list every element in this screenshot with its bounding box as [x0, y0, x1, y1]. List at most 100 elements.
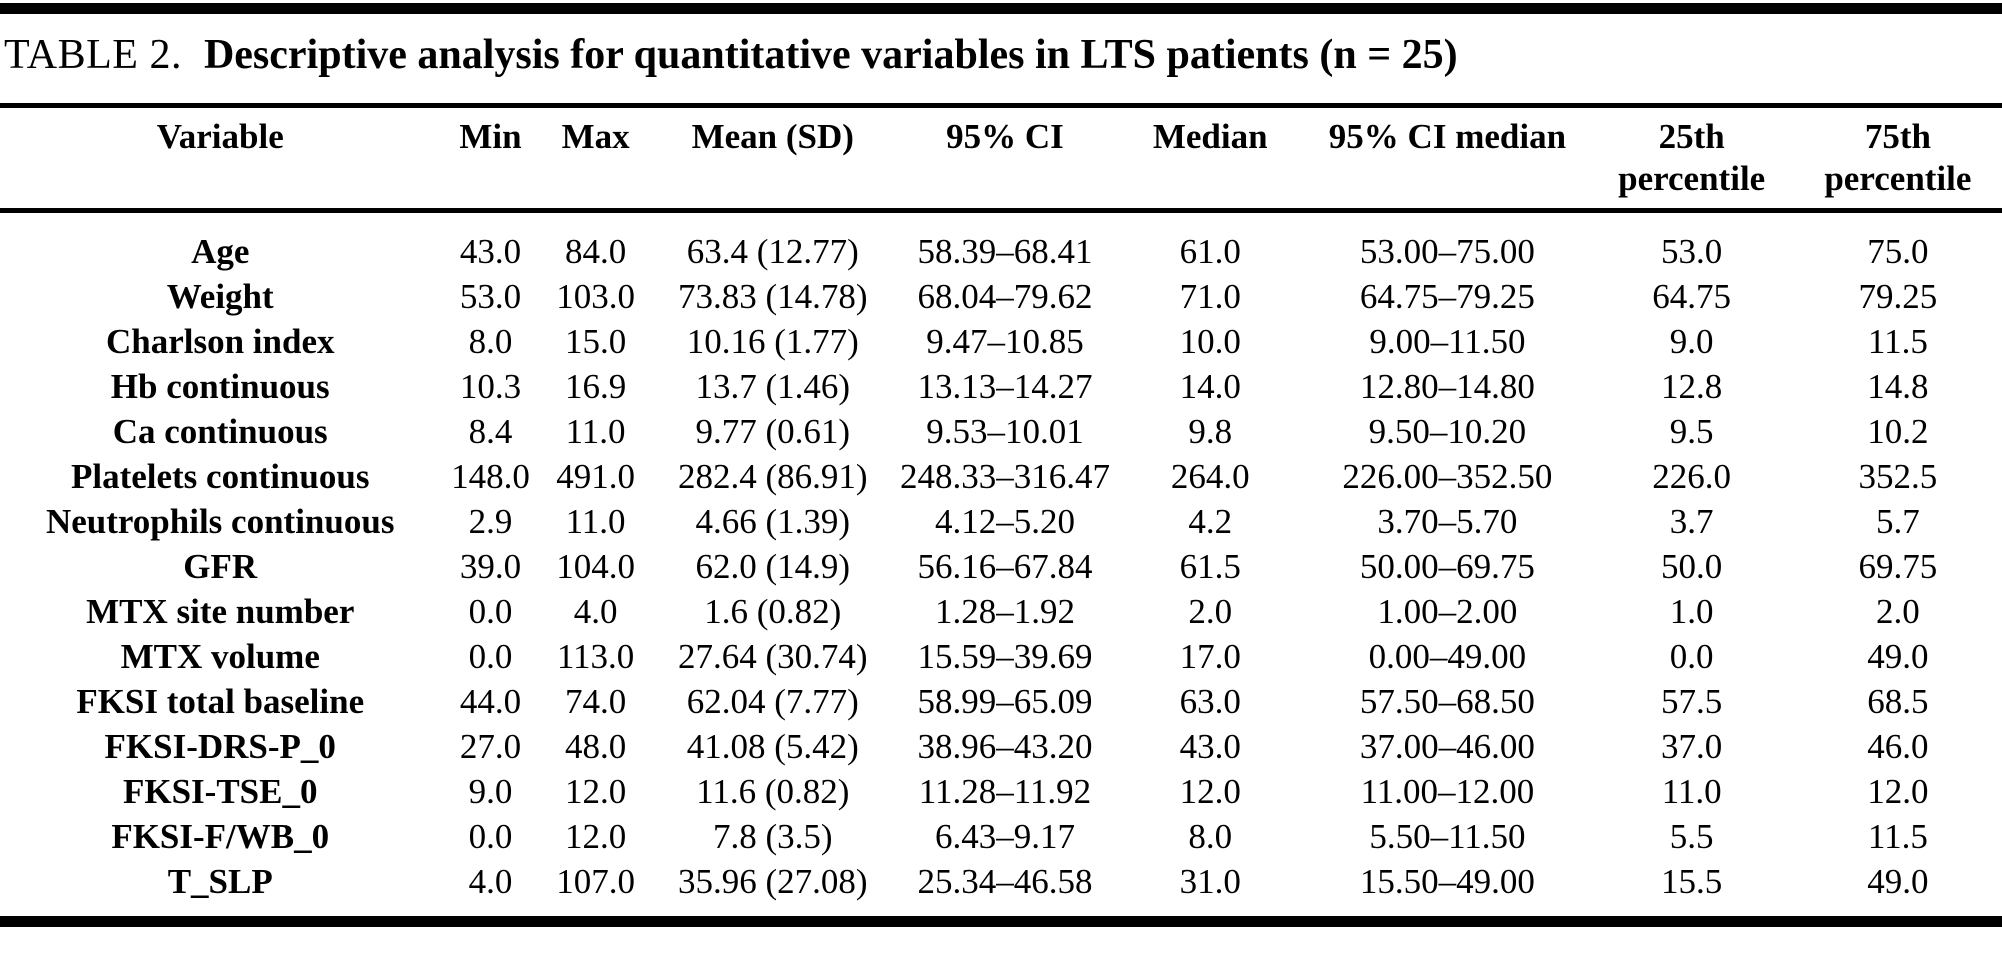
table-cell: 1.0 [1669, 592, 1714, 632]
column-header-line2 [1305, 158, 1589, 200]
table-row: Charlson index 8.0 15.0 10.16 (1.77) 9.47–10… [0, 319, 2002, 364]
table-row: FKSI-TSE_0 9.0 12.0 11.6 (0.82) 11.28–11.92 1… [0, 769, 2002, 814]
table-cell: 4.66 (1.39) [695, 502, 851, 542]
table-cell: 9.00–11.50 [1369, 322, 1526, 362]
table-cell: 148.0 [451, 457, 530, 497]
column-header-line2 [541, 158, 651, 200]
variable-name: FKSI-F/WB_0 [111, 817, 330, 857]
table-row: MTX site number 0.0 4.0 1.6 (0.82) 1.28–1.92… [0, 589, 2002, 634]
table-cell: 7.8 (3.5) [712, 817, 833, 857]
table-cell: 491.0 [556, 457, 635, 497]
table-cell: 16.9 [564, 367, 627, 407]
column-header-line1: 25th [1658, 117, 1725, 157]
table-cell: 79.25 [1858, 277, 1938, 317]
column-header-line1: Min [459, 117, 522, 157]
table-cell: 1.00–2.00 [1377, 592, 1518, 632]
table-cell: 10.2 [1867, 412, 1929, 452]
table-cell: 9.0 [468, 772, 513, 812]
table-row: FKSI total baseline 44.0 74.0 62.04 (7.77) 5… [0, 679, 2002, 724]
table-cell: 57.5 [1661, 682, 1723, 722]
table-cell: 11.0 [565, 412, 626, 452]
table-cell: 64.75–79.25 [1359, 277, 1535, 317]
table-cell: 12.0 [564, 772, 627, 812]
table-cell: 8.0 [1188, 817, 1233, 857]
table-cell: 11.6 (0.82) [696, 772, 850, 812]
table-cell: 15.0 [564, 322, 627, 362]
table-cell: 75.0 [1867, 232, 1929, 272]
table-cell: 11.0 [565, 502, 626, 542]
table-cell: 11.00–12.00 [1360, 772, 1535, 812]
table-cell: 104.0 [556, 547, 635, 587]
variable-name: Platelets continuous [70, 457, 370, 497]
column-header-line1: 95% CI median [1328, 117, 1567, 157]
column-header-line2: percentile [1824, 159, 1972, 199]
table-row: Hb continuous 10.3 16.9 13.7 (1.46) 13.13–14… [0, 364, 2002, 409]
table-cell: 0.0 [1669, 637, 1714, 677]
table-cell: 53.0 [459, 277, 522, 317]
table-cell: 58.39–68.41 [917, 232, 1093, 272]
table-cell: 27.0 [459, 727, 522, 767]
column-header-line2 [1115, 158, 1305, 200]
table-cell: 84.0 [564, 232, 627, 272]
table-cell: 15.50–49.00 [1359, 862, 1535, 902]
table-cell: 17.0 [1179, 637, 1241, 677]
table-cell: 2.0 [1876, 592, 1920, 632]
table-cell: 15.5 [1661, 862, 1723, 902]
table-cell: 113.0 [556, 637, 635, 677]
column-header: Max [540, 105, 651, 214]
table-cell: 43.0 [1179, 727, 1241, 767]
table-cell: 4.0 [573, 592, 618, 632]
column-header-line1: Max [561, 117, 630, 157]
table-cell: 1.28–1.92 [934, 592, 1075, 632]
header-row: Variable Min Max Mean (SD) 95% CI Median 95% C… [0, 105, 2002, 214]
variable-name: T_SLP [167, 862, 273, 902]
table-cell: 11.0 [1661, 772, 1722, 812]
table-cell: 27.64 (30.74) [677, 637, 868, 677]
table-cell: 9.47–10.85 [926, 322, 1084, 362]
table-cell: 68.5 [1867, 682, 1929, 722]
table-row: FKSI-DRS-P_0 27.0 48.0 41.08 (5.42) 38.96–43… [0, 724, 2002, 769]
table-cell: 6.43–9.17 [934, 817, 1075, 857]
column-header-line2 [895, 158, 1115, 200]
table-cell: 0.0 [468, 592, 513, 632]
table-row: Platelets continuous 148.0 491.0 282.4 (86.… [0, 454, 2002, 499]
column-header-line2 [0, 158, 440, 200]
table-cell: 41.08 (5.42) [686, 727, 859, 767]
column-header: Mean (SD) [650, 105, 895, 214]
table-cell: 2.0 [1188, 592, 1233, 632]
variable-name: Ca continuous [112, 412, 328, 452]
column-header-line2 [440, 158, 540, 200]
table-cell: 13.7 (1.46) [695, 367, 851, 407]
table-cell: 61.5 [1179, 547, 1241, 587]
table-cell: 64.75 [1652, 277, 1732, 317]
variable-name: Neutrophils continuous [45, 502, 395, 542]
table-cell: 5.7 [1876, 502, 1920, 542]
variable-name: Charlson index [105, 322, 335, 362]
variable-name: MTX volume [120, 637, 320, 677]
table-cell: 53.0 [1661, 232, 1723, 272]
table-cell: 352.5 [1858, 457, 1938, 497]
table-cell: 43.0 [459, 232, 522, 272]
variable-name: GFR [183, 547, 258, 587]
table-cell: 50.00–69.75 [1359, 547, 1535, 587]
table-row: Weight 53.0 103.0 73.83 (14.78) 68.04–79.62 7… [0, 274, 2002, 319]
column-header-line1: Median [1152, 117, 1268, 157]
variable-name: FKSI-DRS-P_0 [104, 727, 336, 767]
table-cell: 11.5 [1867, 322, 1928, 362]
table-cell: 9.0 [1669, 322, 1714, 362]
table-cell: 37.00–46.00 [1359, 727, 1535, 767]
table-cell: 107.0 [556, 862, 635, 902]
column-header-line2 [651, 158, 895, 200]
table-cell: 226.00–352.50 [1342, 457, 1553, 497]
table-cell: 8.0 [468, 322, 513, 362]
column-header-line1: Variable [156, 117, 284, 157]
descriptive-statistics-table: Variable Min Max Mean (SD) 95% CI Median 95% C… [0, 103, 2002, 928]
variable-name: FKSI-TSE_0 [122, 772, 318, 812]
table-row: MTX volume 0.0 113.0 27.64 (30.74) 15.59–39.… [0, 634, 2002, 679]
column-header-line1: 75th [1864, 117, 1931, 157]
column-header: Variable [0, 105, 441, 214]
table-cell: 5.5 [1669, 817, 1714, 857]
table-cell: 46.0 [1867, 727, 1929, 767]
table-cell: 8.4 [468, 412, 513, 452]
